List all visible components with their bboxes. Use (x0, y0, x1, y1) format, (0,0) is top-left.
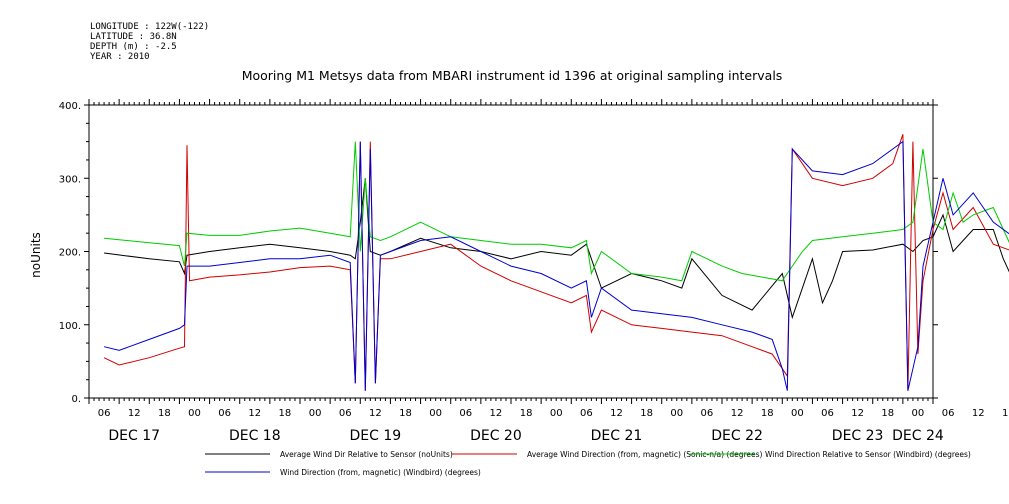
x-day-label: DEC 24 (892, 428, 944, 444)
legend-label: Average Wind Dir Relative to Sensor (noU… (280, 450, 453, 459)
latitude-label: LATITUDE : 36.8N (90, 32, 177, 42)
year-label: YEAR : 2010 (90, 52, 150, 62)
x-hour-label: 12 (972, 408, 985, 419)
legend: Average Wind Dir Relative to Sensor (noU… (205, 450, 971, 477)
x-hour-label: 00 (309, 408, 322, 419)
y-tick-label: 0. (71, 394, 81, 405)
legend-label: Wind Direction Relative to Sensor (Windb… (765, 450, 971, 459)
x-day-label: DEC 22 (711, 428, 763, 444)
x-hour-label: 12 (369, 408, 382, 419)
x-hour-label: 06 (459, 408, 472, 419)
y-tick-label: 100. (59, 321, 81, 332)
x-hour-label: 00 (429, 408, 442, 419)
x-hour-label: 18 (761, 408, 774, 419)
y-axis-label: noUnits (29, 232, 43, 278)
x-hour-label: 06 (98, 408, 111, 419)
x-hour-label: 06 (580, 408, 593, 419)
x-hour-label: 18 (399, 408, 412, 419)
depth-label: DEPTH (m) : -2.5 (90, 42, 177, 52)
x-hour-label: 12 (128, 408, 141, 419)
series-group (103, 134, 1009, 391)
series-line (103, 140, 1009, 391)
x-hour-label: 12 (248, 408, 261, 419)
series-line (104, 141, 1009, 282)
chart-title: Mooring M1 Metsys data from MBARI instru… (242, 68, 783, 83)
x-hour-label: 06 (821, 408, 834, 419)
x-hour-label: 18 (279, 408, 292, 419)
plot-frame (88, 104, 934, 399)
legend-label: Wind Direction (from, magnetic) (Windbir… (280, 468, 481, 477)
x-hour-label: 18 (640, 408, 653, 419)
x-hour-label: 12 (731, 408, 744, 419)
x-day-label: DEC 23 (832, 428, 884, 444)
x-hour-label: 00 (912, 408, 925, 419)
series-line (104, 178, 1009, 320)
x-hour-label: 00 (188, 408, 201, 419)
x-day-label: DEC 19 (350, 428, 402, 444)
y-tick-label: 200. (59, 248, 81, 259)
x-hour-label: 12 (610, 408, 623, 419)
x-hour-label: 06 (701, 408, 714, 419)
x-hour-label: 18 (520, 408, 533, 419)
x-hour-label: 18 (158, 408, 171, 419)
x-day-label: DEC 18 (229, 428, 281, 444)
y-tick-label: 300. (59, 174, 81, 185)
x-day-label: DEC 17 (108, 428, 160, 444)
axis-ticks: 0. 100. 200. 300. 400. 06 12 18 00 06 12 18 00 06 12 18… (59, 99, 1009, 444)
x-day-label: DEC 20 (470, 428, 522, 444)
y-tick-label: 400. (59, 101, 81, 112)
x-hour-label: 06 (218, 408, 231, 419)
x-day-label: DEC 21 (591, 428, 643, 444)
x-hour-label: 18 (881, 408, 894, 419)
legend-label: Average Wind Direction (from, magnetic) … (527, 450, 763, 459)
metadata-block: LONGITUDE : 122W(-122) LATITUDE : 36.8N … (90, 22, 209, 62)
x-hour-label: 18 (1002, 408, 1009, 419)
x-hour-label: 12 (490, 408, 503, 419)
x-hour-label: 00 (670, 408, 683, 419)
x-hour-label: 06 (339, 408, 352, 419)
x-hour-label: 12 (851, 408, 864, 419)
longitude-label: LONGITUDE : 122W(-122) (90, 22, 210, 32)
x-hour-label: 00 (550, 408, 563, 419)
x-hour-label: 00 (791, 408, 804, 419)
x-hour-label: 06 (942, 408, 955, 419)
series-line (103, 134, 1009, 391)
